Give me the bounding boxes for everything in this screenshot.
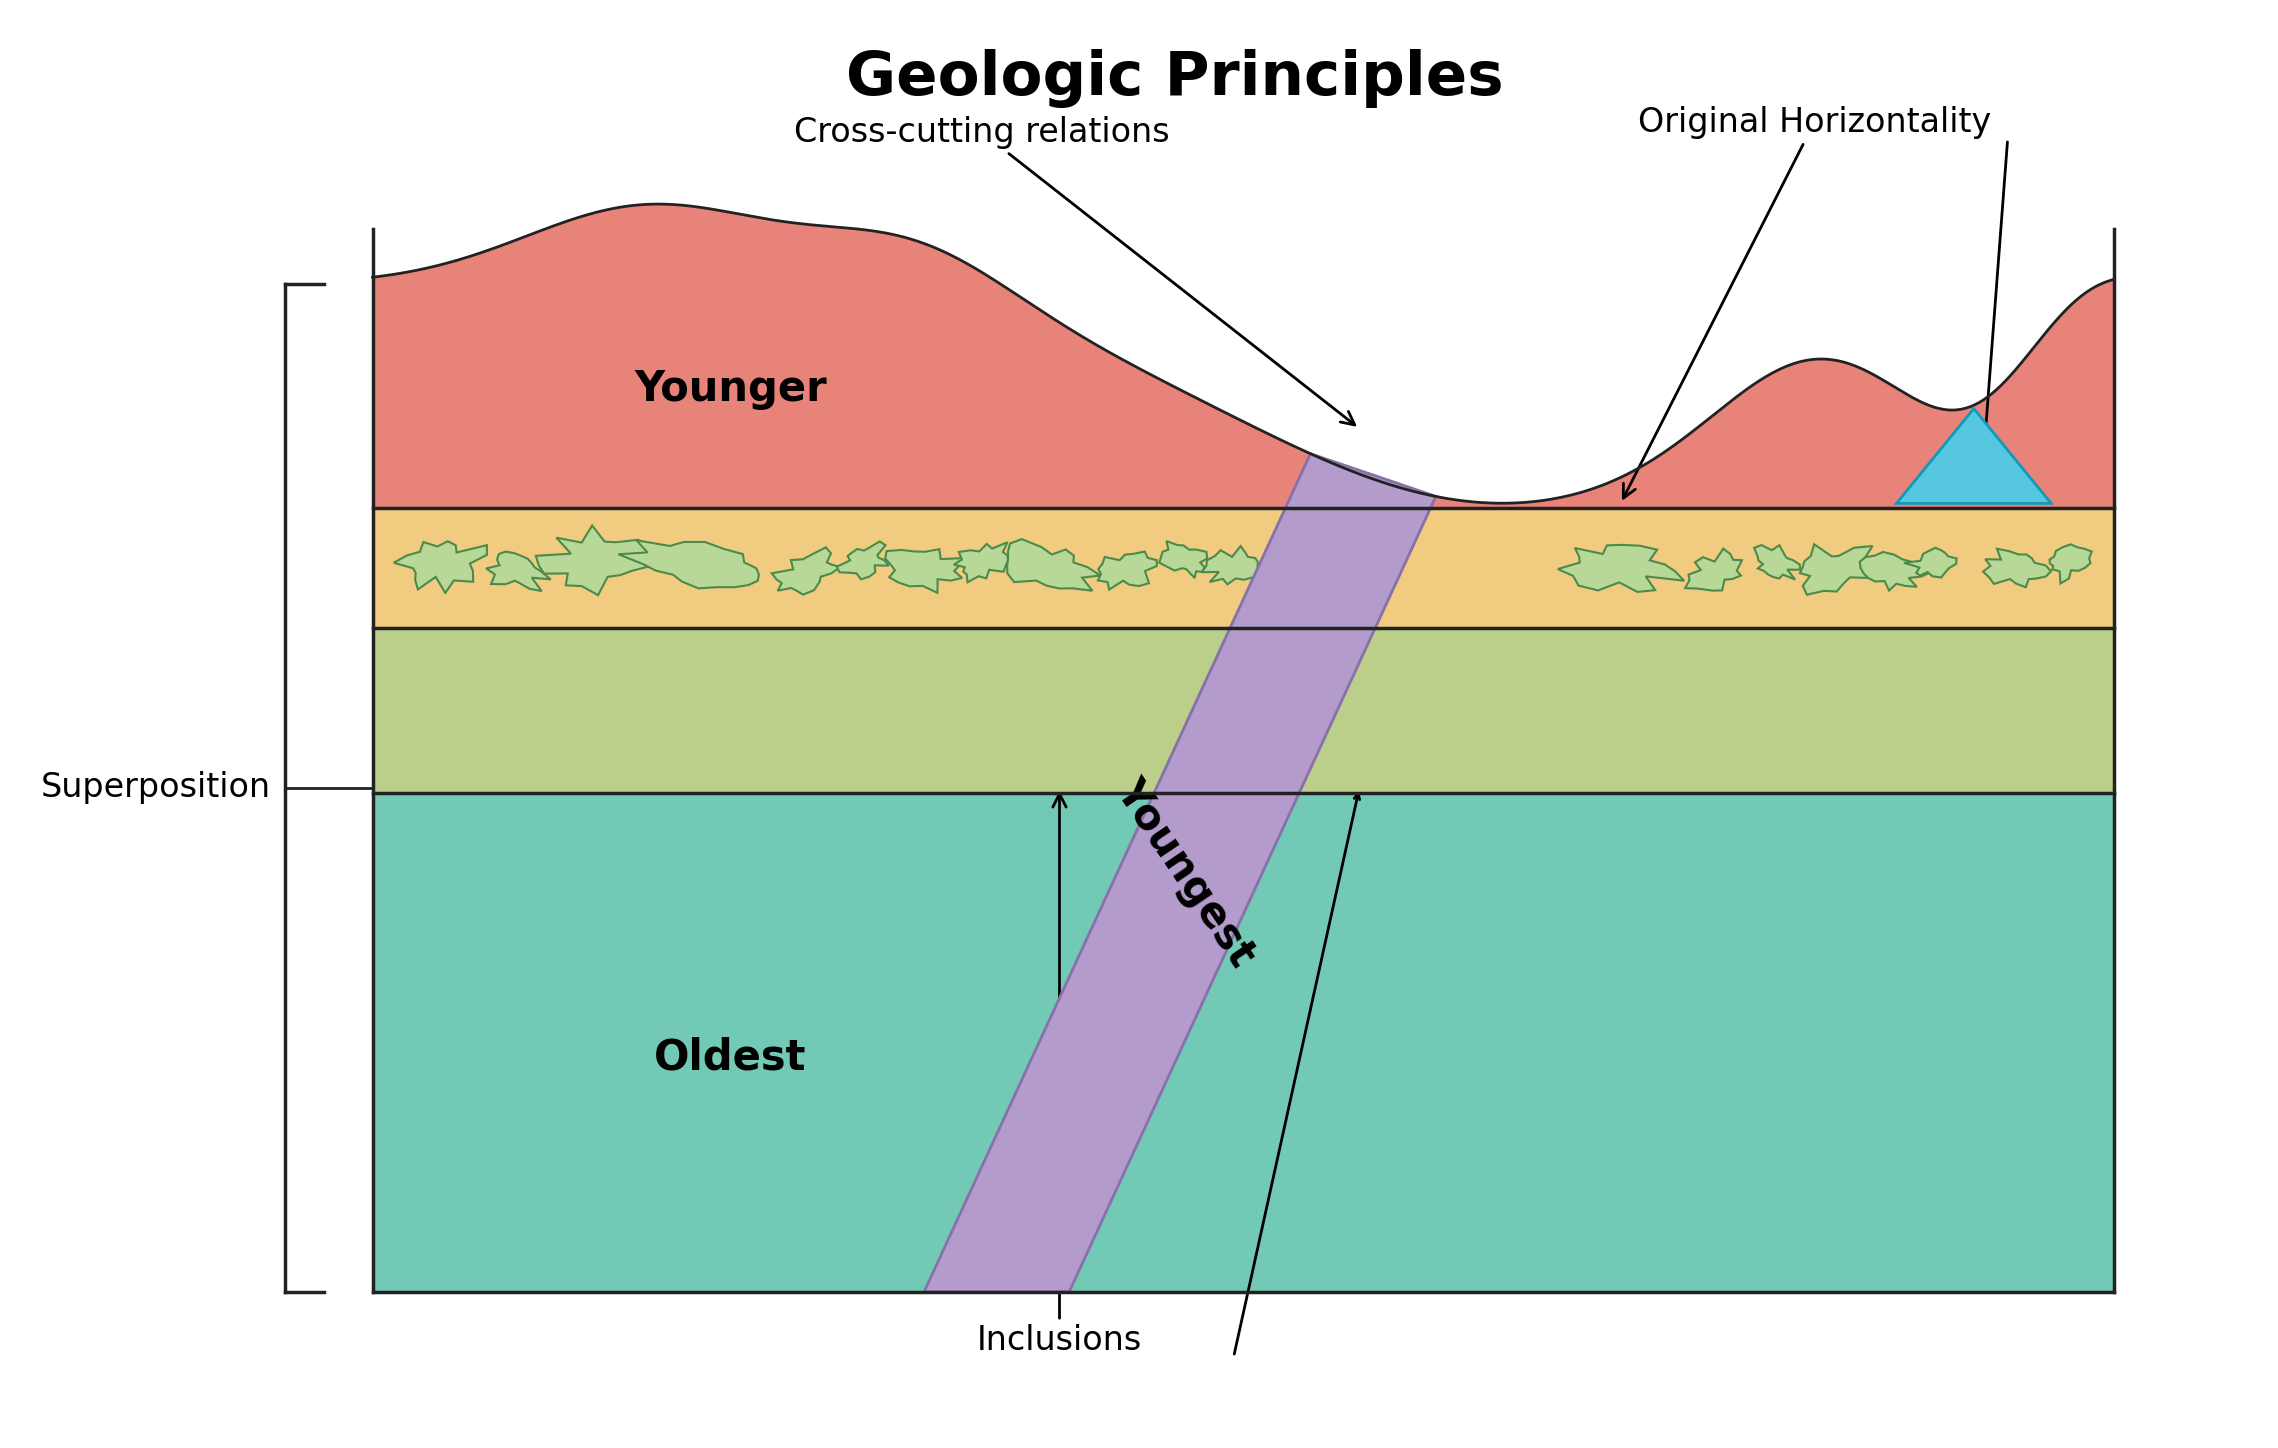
Polygon shape [374, 628, 2114, 794]
Polygon shape [954, 543, 1009, 582]
Polygon shape [925, 453, 1437, 1292]
Text: Inclusions: Inclusions [977, 794, 1141, 1357]
Polygon shape [374, 794, 2114, 1292]
Polygon shape [1160, 542, 1207, 578]
Text: Cross-cutting relations: Cross-cutting relations [795, 116, 1355, 424]
Polygon shape [772, 547, 841, 595]
Polygon shape [617, 540, 759, 588]
Polygon shape [1007, 539, 1100, 591]
Text: Oldest: Oldest [654, 1037, 806, 1079]
Polygon shape [1686, 549, 1743, 591]
Polygon shape [1098, 552, 1157, 589]
Polygon shape [1754, 544, 1800, 579]
Polygon shape [1904, 547, 1957, 578]
Polygon shape [1984, 549, 2050, 588]
Polygon shape [374, 204, 2114, 508]
Polygon shape [1558, 544, 1683, 592]
Polygon shape [1201, 546, 1262, 585]
Text: Geologic Principles: Geologic Principles [845, 49, 1503, 109]
Polygon shape [485, 552, 551, 591]
Polygon shape [2050, 544, 2091, 584]
Polygon shape [836, 542, 888, 579]
Polygon shape [394, 542, 487, 592]
Polygon shape [1800, 544, 1875, 595]
Text: Youngest: Youngest [1107, 772, 1264, 975]
Polygon shape [886, 549, 964, 592]
Polygon shape [1895, 408, 2050, 504]
Polygon shape [374, 508, 2114, 628]
Text: Younger: Younger [633, 368, 827, 410]
Text: Superposition: Superposition [41, 772, 271, 805]
Polygon shape [1859, 552, 1934, 591]
Text: Original Horizontality: Original Horizontality [1624, 106, 1991, 498]
Polygon shape [535, 526, 656, 595]
